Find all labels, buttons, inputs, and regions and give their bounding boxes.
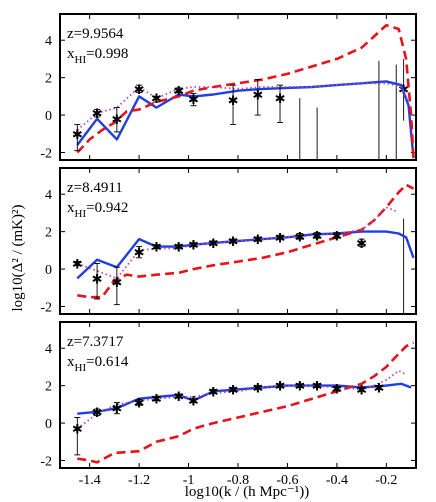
data-point-marker: ✱ [151, 240, 162, 255]
series-line-magenta-dotted [76, 82, 410, 131]
data-point-marker: ✱ [92, 106, 103, 121]
data-point-marker: ✱ [173, 84, 184, 99]
x-tick-label: -0.8 [227, 473, 249, 488]
data-point-marker: ✱ [275, 230, 286, 245]
data-point-marker: ✱ [188, 394, 199, 409]
series-line-red-dashed [76, 23, 415, 159]
data-point-marker: ✱ [134, 395, 145, 410]
x-tick-label: -1.4 [79, 473, 101, 488]
plot-area: ✱✱✱ ✱✱✱ ✱✱ ✱ ✱ ✱ [72, 23, 415, 160]
xhi-value: =0.614 [86, 354, 129, 370]
xhi-symbol: x [67, 46, 75, 62]
data-point-marker: ✱ [111, 401, 122, 416]
x-tick-label: -0.2 [375, 473, 397, 488]
redshift-label: z=9.9564 [67, 26, 124, 42]
plot-area: ✱ ✱ ✱ ✱ ✱ ✱ ✱ ✱ ✱ ✱ ✱ ✱ ✱ ✱ ✱ ✱ [72, 341, 415, 464]
data-point-marker: ✱ [134, 245, 145, 260]
data-point-marker: ✱ [188, 92, 199, 107]
data-point-marker: ✱ [331, 381, 342, 396]
data-point-marker: ✱ [228, 234, 239, 249]
data-point-marker: ✱ [356, 382, 367, 397]
xhi-value: =0.942 [86, 200, 128, 216]
y-tick-label: 4 [45, 188, 52, 203]
data-point-marker: ✱ [356, 236, 367, 251]
xhi-subscript: HI [75, 362, 87, 374]
x-tick-label: -1.2 [128, 473, 150, 488]
xhi-symbol: x [67, 200, 75, 216]
data-point-marker: ✱ [252, 381, 263, 396]
xhi-symbol: x [67, 354, 75, 370]
neutral-fraction-label: xHI=0.998 [67, 46, 128, 66]
data-point-marker: ✱ [72, 256, 83, 271]
y-tick-label: 0 [45, 263, 52, 278]
plot-area: ✱ ✱ ✱ ✱ ✱ ✱ ✱ ✱ ✱ ✱ ✱ ✱ ✱ ✱ ✱ [72, 183, 415, 314]
data-point-marker: ✱ [92, 271, 103, 286]
data-point-marker: ✱ [312, 228, 323, 243]
y-tick-label: 2 [45, 380, 52, 395]
y-tick-label: -2 [40, 301, 52, 316]
neutral-fraction-label: xHI=0.614 [67, 354, 129, 374]
redshift-label: z=8.4911 [67, 180, 123, 196]
y-tick-label: 4 [45, 342, 52, 357]
data-point-marker: ✱ [331, 228, 342, 243]
y-tick-label: 0 [45, 417, 52, 432]
data-point-marker: ✱ [151, 91, 162, 106]
y-tick-label: 4 [45, 34, 52, 49]
data-point-marker: ✱ [173, 240, 184, 255]
series-line-red-dashed [77, 183, 415, 299]
panel-frame [59, 13, 417, 161]
xhi-subscript: HI [75, 54, 87, 66]
data-point-marker: ✱ [72, 422, 83, 437]
y-axis-label: log10(Δ² / (mK)²) [10, 205, 26, 312]
data-point-marker: ✱ [252, 87, 263, 102]
y-tick-label: 2 [45, 72, 52, 87]
redshift-label: z=7.3717 [67, 334, 124, 350]
xhi-subscript: HI [75, 208, 87, 220]
data-point-marker: ✱ [228, 93, 239, 108]
panel-middle: -2 0 2 4 ✱ ✱ ✱ ✱ ✱ ✱ ✱ ✱ ✱ ✱ ✱ ✱ ✱ ✱ ✱ z=8.4911 xHI=0.942 [40, 167, 417, 316]
data-point-marker: ✱ [208, 236, 219, 251]
x-tick-label: -1 [183, 473, 195, 488]
data-point-marker: ✱ [151, 392, 162, 407]
xhi-value: =0.998 [86, 46, 128, 62]
data-point-marker: ✱ [275, 379, 286, 394]
data-point-marker: ✱ [92, 405, 103, 420]
panel-frame [59, 321, 417, 469]
y-tick-label: 0 [45, 109, 52, 124]
data-point-marker: ✱ [312, 379, 323, 394]
data-point-marker: ✱ [111, 275, 122, 290]
data-point-marker: ✱ [275, 91, 286, 106]
series-line-blue-solid [76, 80, 415, 159]
data-point-marker: ✱ [294, 229, 305, 244]
series-line-magenta-dotted [76, 206, 397, 280]
panel-frame [59, 167, 417, 315]
data-point-marker: ✱ [208, 384, 219, 399]
data-point-marker: ✱ [252, 232, 263, 247]
data-point-marker: ✱ [134, 82, 145, 97]
y-tick-label: -2 [40, 455, 52, 470]
data-point-marker: ✱ [111, 112, 122, 127]
y-tick-label: 2 [45, 226, 52, 241]
data-point-marker: ✱ [173, 389, 184, 404]
x-axis-label: log10(k / (h Mpc⁻¹)) [185, 484, 309, 500]
series-line-magenta-dotted [76, 369, 407, 430]
series-line-red-dashed [77, 341, 415, 464]
data-point-marker: ✱ [228, 382, 239, 397]
y-tick-label: -2 [40, 147, 52, 162]
data-point-marker: ✱ [188, 238, 199, 253]
data-point-marker: ✱ [72, 127, 83, 142]
data-point-marker: ✱ [373, 381, 384, 396]
x-tick-label: -0.4 [326, 473, 348, 488]
data-point-marker: ✱ [294, 379, 305, 394]
neutral-fraction-label: xHI=0.942 [67, 200, 128, 220]
x-tick-label: -0.6 [276, 473, 298, 488]
